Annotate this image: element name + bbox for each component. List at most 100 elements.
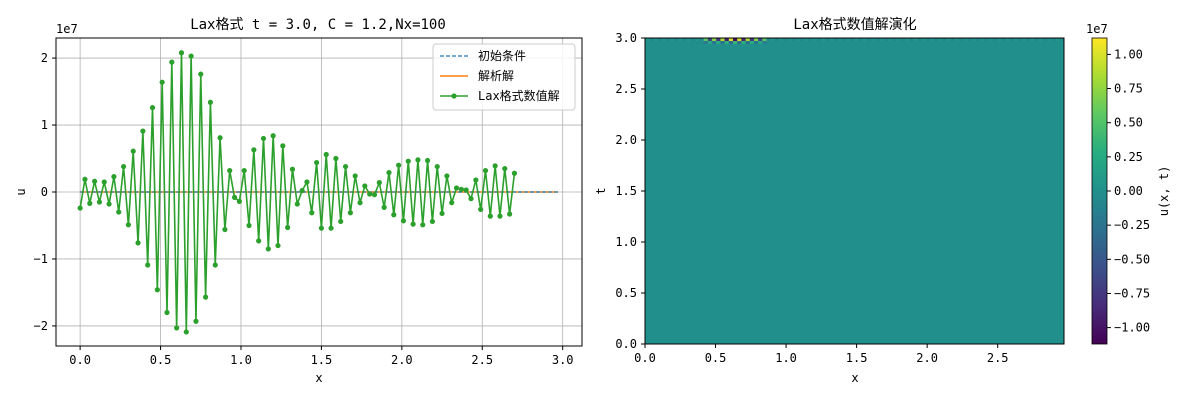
heatmap-cell [1005,38,1010,41]
left-y-scale-label: 1e7 [56,22,78,36]
heatmap-cell [779,38,784,41]
heatmap-cell [749,38,755,41]
right-x-axis-label: x [851,371,858,385]
series-numerical-point [202,294,209,300]
heatmap-cell [984,38,989,41]
right-y-tick-label: 0.5 [615,286,637,300]
series-numerical-point [169,59,175,65]
series-numerical-point [338,218,344,225]
series-numerical-point [82,176,88,182]
series-numerical-point [299,188,305,194]
heatmap-cell [888,38,893,41]
heatmap-panel: Lax格式数值解演化 0.0 0.5 1.0 1.5 2.0 2.5 0.0 0.5 1.0 1… [594,17,1171,385]
left-x-ticks: 0.0 0.5 1.0 1.5 2.0 2.5 3.0 [69,346,574,367]
heatmap-cell [942,38,947,41]
series-numerical-point [415,157,421,163]
heatmap-cell [716,41,721,44]
series-numerical-point [111,174,117,180]
series-numerical-point [256,238,262,244]
series-numerical-point [222,226,228,233]
heatmap-cell [963,38,968,41]
heatmap-cell [1022,38,1027,41]
series-numerical-point [183,329,189,335]
series-numerical-point [429,218,436,225]
heatmap-cell [879,38,885,41]
right-x-tick-label: 0.5 [705,351,727,365]
heatmap-cell [980,38,985,41]
right-x-tick-label: 0.0 [634,351,656,365]
series-numerical-point [405,158,411,164]
series-numerical-point [487,213,493,219]
left-y-tick-label: 2 [41,51,48,65]
series-numerical-point [154,287,160,293]
series-numerical-point [347,210,353,216]
heatmap-cell [703,38,709,41]
series-numerical-point [289,166,296,172]
right-x-ticks: 0.0 0.5 1.0 1.5 2.0 2.5 [634,344,1009,365]
colorbar-tick-label: 0.25 [1114,150,1143,164]
series-numerical-point [376,180,382,186]
heatmap-background [645,38,1064,344]
left-y-tick-label: 1 [41,118,48,132]
colorbar-tick-label: 1.00 [1114,47,1143,61]
heatmap-cell [724,41,730,44]
heatmap-cell [795,38,801,41]
series-numerical-point [294,201,300,207]
heatmap-cell [720,41,725,44]
legend-label-analytic: 解析解 [478,69,514,83]
series-numerical-point [285,224,291,231]
heatmap-cell [934,38,939,41]
series-numerical-point [101,179,107,185]
heatmap-cell [707,41,713,44]
heatmap-cell [1026,38,1031,41]
heatmap-cell [774,38,780,41]
series-numerical-point [342,163,349,170]
heatmap-cell [913,38,918,41]
colorbar-gradient [1091,37,1108,345]
heatmap-cell [728,38,734,41]
heatmap-cell [724,38,730,41]
series-numerical-point [453,185,460,191]
series-numerical-point [270,133,276,139]
series-numerical-point [468,196,474,202]
right-x-tick-label: 2.0 [916,351,938,365]
right-y-tick-label: 1.0 [615,235,637,249]
heatmap-cell [678,38,684,41]
heatmap-cell [946,38,952,41]
series-numerical-point [497,213,503,219]
left-y-tick-label: 0 [41,185,48,199]
heatmap-cell [661,38,667,41]
heatmap-cell [921,38,927,41]
series-numerical-point [371,192,378,198]
heatmap-cell [929,38,935,41]
heatmap-cell [758,38,763,41]
series-numerical-point [125,222,131,228]
heatmap-cell [908,38,914,41]
heatmap-cell [707,38,713,41]
series-numerical-point [333,155,339,162]
right-y-axis-label: t [594,187,608,194]
series-numerical-point [444,173,450,179]
heatmap-cell [854,38,859,41]
heatmap-cell [925,38,931,41]
left-x-tick-label: 2.0 [391,353,413,367]
series-numerical-point [357,200,363,206]
heatmap-cell [749,41,755,44]
heatmap-cell [1055,38,1061,41]
series-numerical-point [410,221,416,227]
heatmap-cell [1034,38,1040,41]
series-numerical-point [241,167,247,174]
heatmap-cell [896,38,901,41]
heatmap-cell [808,38,813,41]
series-numerical-point [246,222,252,229]
legend-label-initial: 初始条件 [478,49,526,63]
line-chart-panel: Lax格式 t = 3.0, C = 1.2,Nx=100 0.0 0.5 1.0 1… [14,17,583,385]
heatmap-cell [645,38,650,41]
right-x-tick-label: 2.5 [987,351,1009,365]
series-numerical-point [275,242,281,249]
heatmap-cell [686,38,692,41]
series-numerical-point [313,159,320,166]
heatmap-cell [837,38,843,41]
heatmap-cell [732,41,738,44]
heatmap-cell [804,38,809,41]
